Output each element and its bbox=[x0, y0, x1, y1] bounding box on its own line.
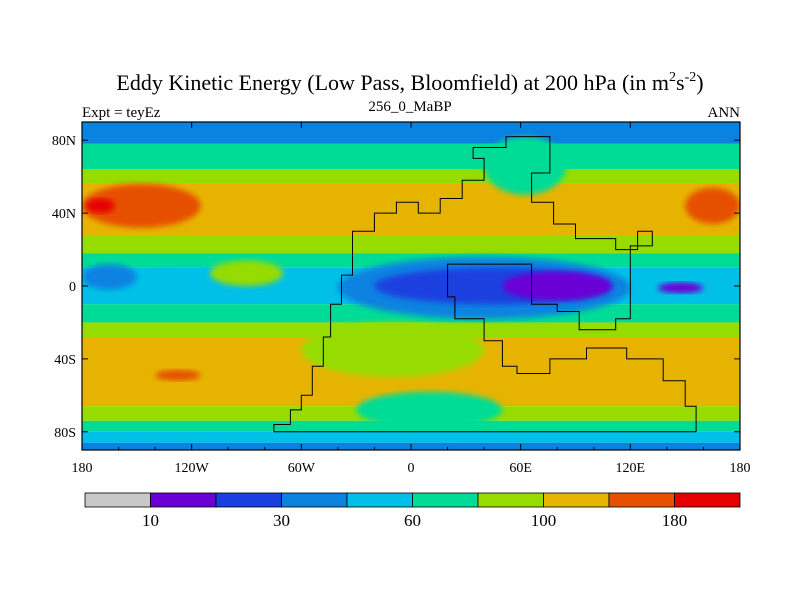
colorbar-bin-8 bbox=[608, 492, 675, 508]
map-field-layer bbox=[82, 122, 740, 450]
field-band-0 bbox=[82, 122, 740, 144]
field-nh-jet-max-east bbox=[685, 187, 740, 225]
expt-label: Expt = teyEz bbox=[82, 105, 161, 121]
x-tick-label: 60W bbox=[288, 461, 316, 476]
colorbar-bin-2 bbox=[215, 492, 282, 508]
colorbar: 10 30 60 100 180 bbox=[84, 492, 741, 530]
axes: 180 120W 60W 0 60E 120E 180 80N 40N 0 40S 80S bbox=[52, 122, 751, 476]
field-east-pacific-yellow-green bbox=[209, 260, 284, 286]
field-sh-green-tongue bbox=[301, 322, 485, 378]
y-tick-label: 80N bbox=[52, 134, 76, 149]
x-tick-label: 120E bbox=[616, 461, 646, 476]
field-sh-cyan-pool bbox=[356, 391, 503, 429]
colorbar-label: 100 bbox=[531, 511, 557, 530]
field-band-12 bbox=[82, 431, 740, 443]
season-label: ANN bbox=[708, 105, 741, 121]
field-sh-jet-spot bbox=[155, 369, 201, 381]
colorbar-bin-7 bbox=[543, 492, 610, 508]
colorbar-label: 180 bbox=[662, 511, 688, 530]
continent-outline-layer bbox=[273, 136, 697, 433]
colorbar-label: 60 bbox=[404, 511, 421, 530]
field-nh-jet-max-west bbox=[82, 183, 201, 228]
x-tick-label: 60E bbox=[509, 461, 532, 476]
colorbar-bin-6 bbox=[477, 492, 544, 508]
colorbar-bin-4 bbox=[346, 492, 413, 508]
field-pacific-min-spot bbox=[657, 282, 704, 294]
y-tick-label: 40S bbox=[54, 353, 76, 368]
y-tick-label: 0 bbox=[69, 280, 76, 295]
x-tick-label: 120W bbox=[175, 461, 210, 476]
colorbar-bin-0 bbox=[84, 492, 151, 508]
colorbar-bin-3 bbox=[281, 492, 348, 508]
field-west-tropics-blue bbox=[82, 264, 137, 290]
field-band-4 bbox=[82, 234, 740, 254]
colorbar-bin-5 bbox=[412, 492, 479, 508]
colorbar-label: 10 bbox=[142, 511, 159, 530]
continent-outline bbox=[273, 136, 697, 433]
field-band-2 bbox=[82, 169, 740, 184]
colorbar-bin-1 bbox=[150, 492, 217, 508]
x-tick-label: 0 bbox=[408, 461, 415, 476]
field-tropical-min-core bbox=[502, 271, 613, 301]
field-nh-jet-peak bbox=[85, 198, 115, 214]
y-tick-label: 40N bbox=[52, 207, 76, 222]
x-tick-label: 180 bbox=[730, 461, 751, 476]
field-band-1 bbox=[82, 143, 740, 170]
colorbar-label: 30 bbox=[273, 511, 290, 530]
x-tick-label: 180 bbox=[72, 461, 93, 476]
chart-subtitle: 256_0_MaBP bbox=[368, 99, 451, 115]
colorbar-bin-9 bbox=[674, 492, 741, 508]
field-arctic-green bbox=[484, 136, 567, 195]
chart-title: Eddy Kinetic Energy (Low Pass, Bloomfiel… bbox=[116, 70, 703, 95]
y-tick-label: 80S bbox=[54, 426, 76, 441]
